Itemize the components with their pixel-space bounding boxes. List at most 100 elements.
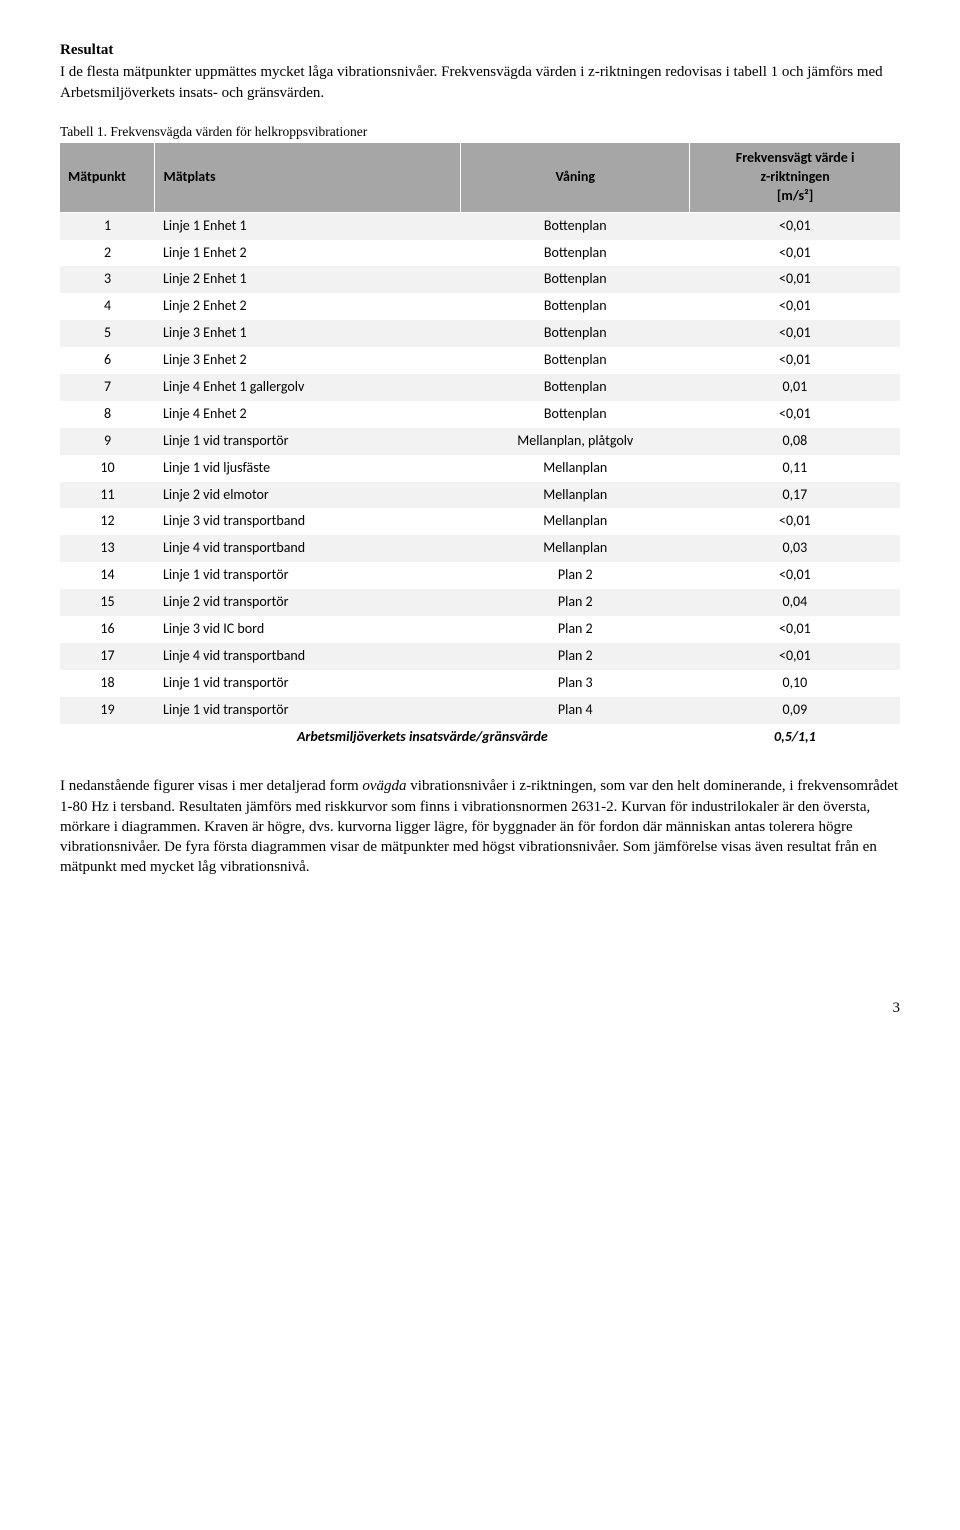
cell-vaning: Bottenplan (461, 347, 690, 374)
cell-matplats: Linje 2 vid transportör (155, 589, 461, 616)
cell-vaning: Mellanplan (461, 508, 690, 535)
intro-paragraph: I de flesta mätpunkter uppmättes mycket … (60, 62, 900, 103)
table-row: 16Linje 3 vid IC bordPlan 2<0,01 (60, 616, 900, 643)
cell-value: 0,11 (690, 455, 900, 482)
cell-matplats: Linje 1 Enhet 2 (155, 240, 461, 267)
cell-matpunkt: 13 (60, 535, 155, 562)
cell-value: <0,01 (690, 320, 900, 347)
col-header-matpunkt: Mätpunkt (60, 143, 155, 212)
cell-value: <0,01 (690, 266, 900, 293)
table-row: 9Linje 1 vid transportörMellanplan, plåt… (60, 428, 900, 455)
cell-value: 0,03 (690, 535, 900, 562)
table-row: 10Linje 1 vid ljusfästeMellanplan0,11 (60, 455, 900, 482)
cell-value: 0,08 (690, 428, 900, 455)
table-row: 5Linje 3 Enhet 1Bottenplan<0,01 (60, 320, 900, 347)
col-header-vaning: Våning (461, 143, 690, 212)
cell-matplats: Linje 3 Enhet 2 (155, 347, 461, 374)
table-row: 11Linje 2 vid elmotorMellanplan0,17 (60, 482, 900, 509)
table-footer-row: Arbetsmiljöverkets insatsvärde/gränsvärd… (60, 724, 900, 751)
footer-label: Arbetsmiljöverkets insatsvärde/gränsvärd… (155, 724, 690, 751)
cell-value: 0,01 (690, 374, 900, 401)
vibration-table: Mätpunkt Mätplats Våning Frekvensvägt vä… (60, 143, 900, 750)
cell-matplats: Linje 1 vid transportör (155, 428, 461, 455)
cell-matpunkt: 4 (60, 293, 155, 320)
cell-matpunkt: 10 (60, 455, 155, 482)
col-header-value: Frekvensvägt värde i z-riktningen [m/s²] (690, 143, 900, 212)
cell-vaning: Mellanplan (461, 455, 690, 482)
cell-matplats: Linje 1 vid ljusfäste (155, 455, 461, 482)
cell-matplats: Linje 1 vid transportör (155, 670, 461, 697)
table-header-row: Mätpunkt Mätplats Våning Frekvensvägt vä… (60, 143, 900, 212)
cell-vaning: Bottenplan (461, 320, 690, 347)
cell-vaning: Bottenplan (461, 401, 690, 428)
col-header-value-l1: Frekvensvägt värde i (698, 149, 892, 168)
cell-value: <0,01 (690, 643, 900, 670)
cell-matpunkt: 1 (60, 212, 155, 239)
cell-matpunkt: 16 (60, 616, 155, 643)
cell-vaning: Plan 2 (461, 643, 690, 670)
cell-value: 0,09 (690, 697, 900, 724)
table-row: 3Linje 2 Enhet 1Bottenplan<0,01 (60, 266, 900, 293)
cell-matplats: Linje 2 Enhet 1 (155, 266, 461, 293)
cell-matpunkt: 11 (60, 482, 155, 509)
cell-matpunkt: 14 (60, 562, 155, 589)
cell-matplats: Linje 4 vid transportband (155, 535, 461, 562)
cell-value: <0,01 (690, 508, 900, 535)
cell-matplats: Linje 4 vid transportband (155, 643, 461, 670)
cell-vaning: Bottenplan (461, 240, 690, 267)
cell-value: <0,01 (690, 562, 900, 589)
cell-matpunkt: 17 (60, 643, 155, 670)
cell-matplats: Linje 3 vid IC bord (155, 616, 461, 643)
col-header-value-l3: [m/s²] (698, 187, 892, 206)
table-row: 15Linje 2 vid transportörPlan 20,04 (60, 589, 900, 616)
col-header-value-l2: z-riktningen (698, 168, 892, 187)
cell-matpunkt: 12 (60, 508, 155, 535)
cell-matpunkt: 5 (60, 320, 155, 347)
cell-vaning: Plan 4 (461, 697, 690, 724)
cell-vaning: Mellanplan (461, 535, 690, 562)
cell-matplats: Linje 2 vid elmotor (155, 482, 461, 509)
cell-vaning: Plan 3 (461, 670, 690, 697)
cell-value: <0,01 (690, 616, 900, 643)
cell-value: <0,01 (690, 347, 900, 374)
cell-matpunkt: 7 (60, 374, 155, 401)
cell-matpunkt: 15 (60, 589, 155, 616)
cell-value: 0,17 (690, 482, 900, 509)
cell-value: 0,04 (690, 589, 900, 616)
cell-matpunkt: 9 (60, 428, 155, 455)
table-caption: Tabell 1. Frekvensvägda värden för helkr… (60, 123, 900, 141)
cell-matpunkt: 3 (60, 266, 155, 293)
cell-value: <0,01 (690, 401, 900, 428)
cell-vaning: Plan 2 (461, 562, 690, 589)
cell-value: <0,01 (690, 293, 900, 320)
body-em: ovägda (362, 778, 406, 794)
table-row: 17Linje 4 vid transportbandPlan 2<0,01 (60, 643, 900, 670)
cell-empty (60, 724, 155, 751)
section-heading: Resultat (60, 40, 900, 60)
footer-value: 0,5/1,1 (690, 724, 900, 751)
cell-matplats: Linje 1 vid transportör (155, 697, 461, 724)
cell-matplats: Linje 3 Enhet 1 (155, 320, 461, 347)
cell-matpunkt: 18 (60, 670, 155, 697)
cell-vaning: Plan 2 (461, 616, 690, 643)
cell-value: <0,01 (690, 240, 900, 267)
table-row: 7Linje 4 Enhet 1 gallergolvBottenplan0,0… (60, 374, 900, 401)
cell-matpunkt: 8 (60, 401, 155, 428)
cell-matpunkt: 6 (60, 347, 155, 374)
table-row: 4Linje 2 Enhet 2Bottenplan<0,01 (60, 293, 900, 320)
cell-vaning: Bottenplan (461, 293, 690, 320)
cell-vaning: Mellanplan (461, 482, 690, 509)
col-header-matplats: Mätplats (155, 143, 461, 212)
cell-vaning: Bottenplan (461, 374, 690, 401)
table-row: 14Linje 1 vid transportörPlan 2<0,01 (60, 562, 900, 589)
table-row: 12Linje 3 vid transportbandMellanplan<0,… (60, 508, 900, 535)
cell-matplats: Linje 1 vid transportör (155, 562, 461, 589)
cell-vaning: Bottenplan (461, 266, 690, 293)
cell-matplats: Linje 2 Enhet 2 (155, 293, 461, 320)
table-row: 13Linje 4 vid transportbandMellanplan0,0… (60, 535, 900, 562)
body-pre: I nedanstående figurer visas i mer detal… (60, 778, 362, 794)
cell-matplats: Linje 1 Enhet 1 (155, 212, 461, 239)
body-paragraph: I nedanstående figurer visas i mer detal… (60, 776, 900, 877)
cell-vaning: Plan 2 (461, 589, 690, 616)
table-row: 8Linje 4 Enhet 2Bottenplan<0,01 (60, 401, 900, 428)
